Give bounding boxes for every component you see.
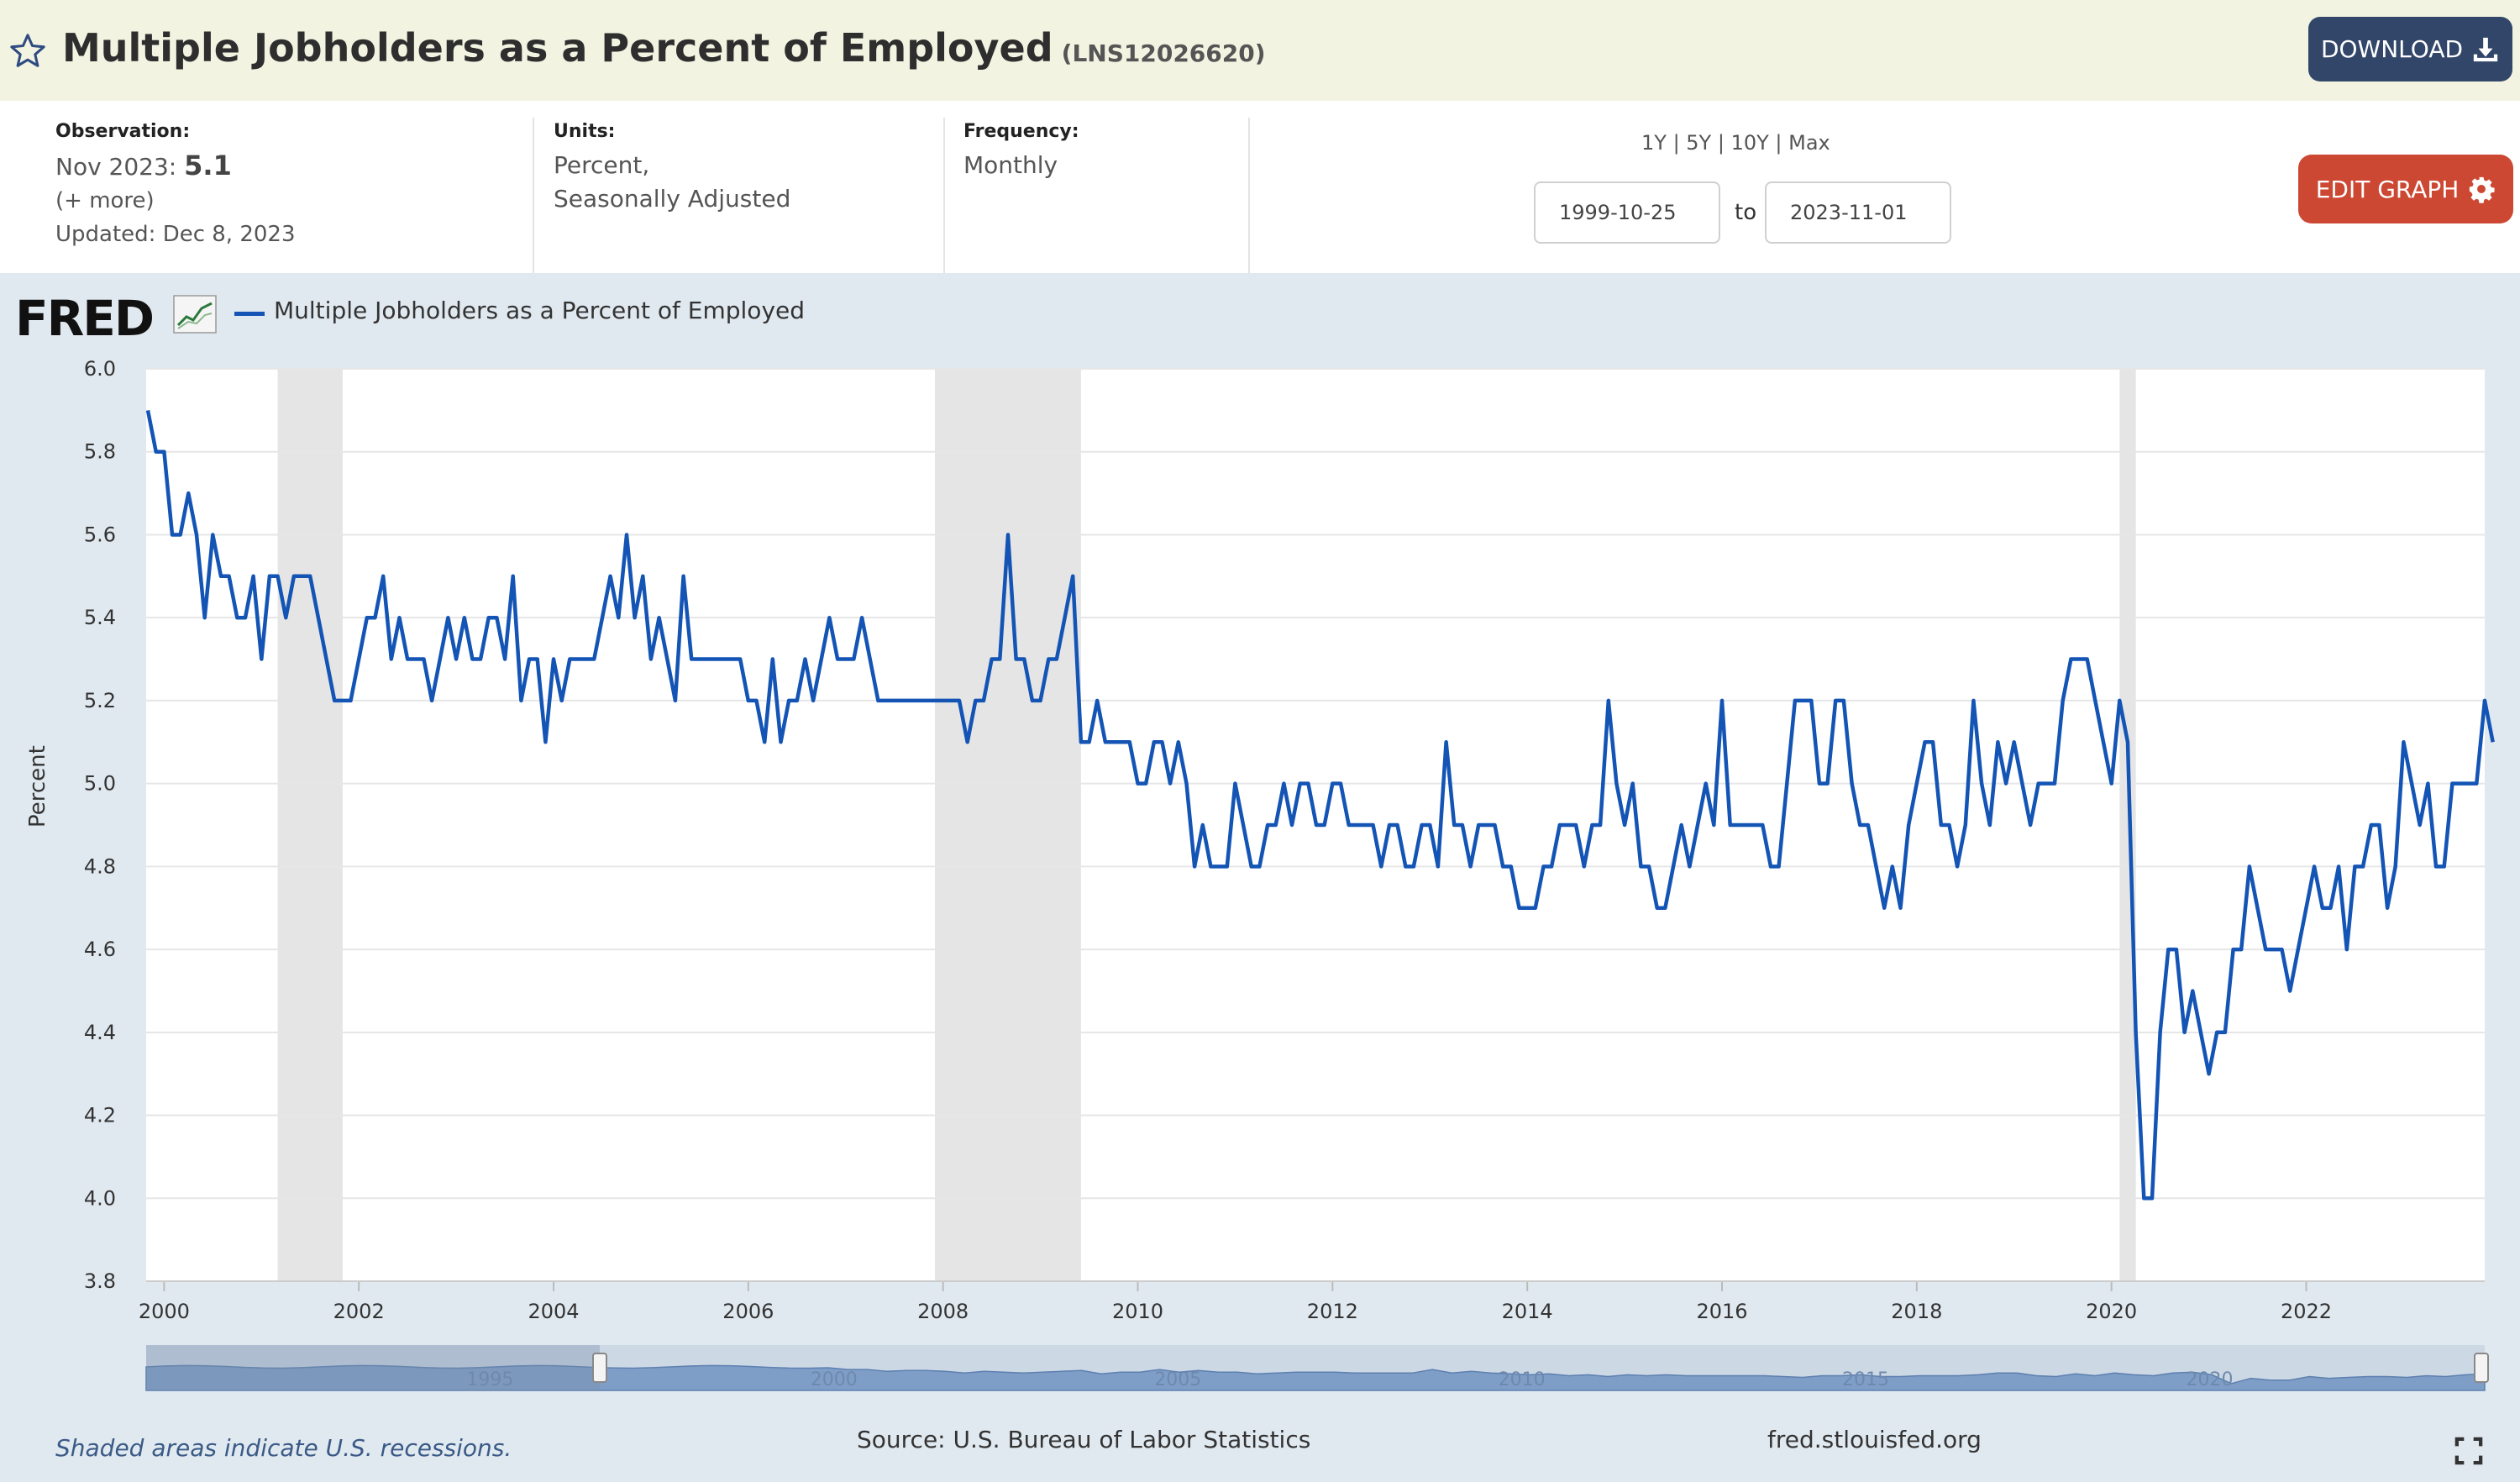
x-tick-label: 2000 [139,1300,190,1323]
recession-note: Shaded areas indicate U.S. recessions. [55,1434,512,1462]
observation-block: Observation: Nov 2023: 5.1 (+ more) Upda… [55,121,296,251]
title-bar: Multiple Jobholders as a Percent of Empl… [0,0,2520,101]
frequency-label: Frequency: [963,121,1079,142]
recession-band [2119,369,2136,1281]
download-icon [2473,37,2498,61]
range-10y[interactable]: 10Y [1730,131,1769,155]
recession-band [935,369,1081,1281]
range-navigator: 1995 2000 2005 2010 2015 2020 [145,1345,2489,1391]
data-series-line [145,409,2495,1201]
star-icon[interactable] [8,32,47,71]
gear-icon [2470,176,2495,203]
navigator-label: 2000 [811,1369,858,1390]
y-tick-label: 4.2 [84,1104,116,1127]
x-tick-label: 2014 [1502,1300,1553,1323]
y-tick-label: 6.0 [84,357,116,381]
frequency-value: Monthly [963,151,1058,179]
end-date-input[interactable]: 2023-11-01 [1765,181,1951,244]
observation-row: Nov 2023: 5.1 [55,149,296,184]
series-title: Multiple Jobholders as a Percent of Empl… [62,25,1053,71]
more-link[interactable]: (+ more) [55,188,155,213]
range-5y[interactable]: 5Y [1686,131,1712,155]
units-label: Units: [554,121,616,142]
site-link[interactable]: fred.stlouisfed.org [1767,1426,1982,1453]
x-tick-label: 2002 [333,1300,385,1323]
y-tick-label: 4.6 [84,938,116,961]
x-tick-label: 2010 [1112,1300,1163,1323]
x-tick-label: 2012 [1307,1300,1358,1323]
x-tick-label: 2006 [722,1300,774,1323]
navigator-handle[interactable] [592,1353,607,1383]
start-date-input[interactable]: 1999-10-25 [1534,181,1720,244]
fred-logo: FRED [15,290,155,347]
fullscreen-icon[interactable] [2454,1437,2483,1465]
download-label: DOWNLOAD [2320,35,2464,63]
observation-date: Nov 2023: [55,153,177,181]
edit-graph-button[interactable]: EDIT GRAPH [2298,155,2513,223]
x-tick-label: 2004 [528,1300,579,1323]
navigator-label: 2020 [2186,1369,2233,1390]
page-title: Multiple Jobholders as a Percent of Empl… [62,25,1266,71]
y-tick-label: 5.6 [84,523,116,546]
divider [1248,118,1250,273]
y-tick-label: 4.8 [84,854,116,878]
y-axis-label: Percent [25,745,50,828]
recession-band [277,369,343,1281]
fred-chart-icon [173,295,217,334]
navigator-label: 2005 [1154,1369,1201,1390]
y-tick-label: 5.2 [84,689,116,712]
y-tick-label: 5.8 [84,440,116,464]
range-max[interactable]: Max [1788,131,1830,155]
x-tick-label: 2020 [2086,1300,2137,1323]
chart-panel: 3.8 4.0 4.2 4.4 4.6 4.8 5.0 5.2 5.4 5.6 5.8 6.0 2000… [0,273,2520,1482]
y-tick-label: 4.0 [84,1186,116,1210]
navigator-label: 1995 [466,1369,513,1390]
navigator-mask [146,1345,600,1390]
y-tick-label: 3.8 [84,1269,116,1293]
series-metadata: Observation: Nov 2023: 5.1 (+ more) Upda… [0,101,2520,273]
y-tick-label: 4.4 [84,1021,116,1044]
divider [943,118,945,273]
download-button[interactable]: DOWNLOAD [2308,17,2512,81]
units-block: Units: Percent, Seasonally Adjusted [554,121,790,216]
frequency-block: Frequency: Monthly [963,121,1079,182]
source-text: Source: U.S. Bureau of Labor Statistics [857,1426,1311,1453]
series-id: (LNS12026620) [1061,39,1266,67]
navigator-label: 2015 [1842,1369,1889,1390]
to-label: to [1735,200,1757,225]
chart-canvas: 3.8 4.0 4.2 4.4 4.6 4.8 5.0 5.2 5.4 5.6 5.8 6.0 2000… [84,357,2495,1391]
navigator-handle[interactable] [2474,1353,2489,1383]
x-tick-label: 2016 [1696,1300,1747,1323]
legend-swatch [234,312,265,316]
x-tick-label: 2022 [2281,1300,2332,1323]
x-tick-label: 2008 [917,1300,969,1323]
navigator-label: 2010 [1499,1369,1546,1390]
units-line2: Seasonally Adjusted [554,185,791,213]
range-links: 1Y | 5Y | 10Y | Max [1641,131,1830,155]
observation-label: Observation: [55,121,191,142]
observation-value: 5.1 [184,150,232,181]
navigator-area [145,1364,2486,1391]
updated-date: Updated: Dec 8, 2023 [55,222,296,247]
y-tick-label: 5.0 [84,772,116,796]
divider [533,118,534,273]
y-tick-label: 5.4 [84,606,116,629]
x-tick-label: 2018 [1891,1300,1942,1323]
legend-label: Multiple Jobholders as a Percent of Empl… [274,297,806,324]
edit-graph-label: EDIT GRAPH [2315,175,2460,203]
range-1y[interactable]: 1Y [1641,131,1667,155]
units-line1: Percent, [554,151,650,179]
